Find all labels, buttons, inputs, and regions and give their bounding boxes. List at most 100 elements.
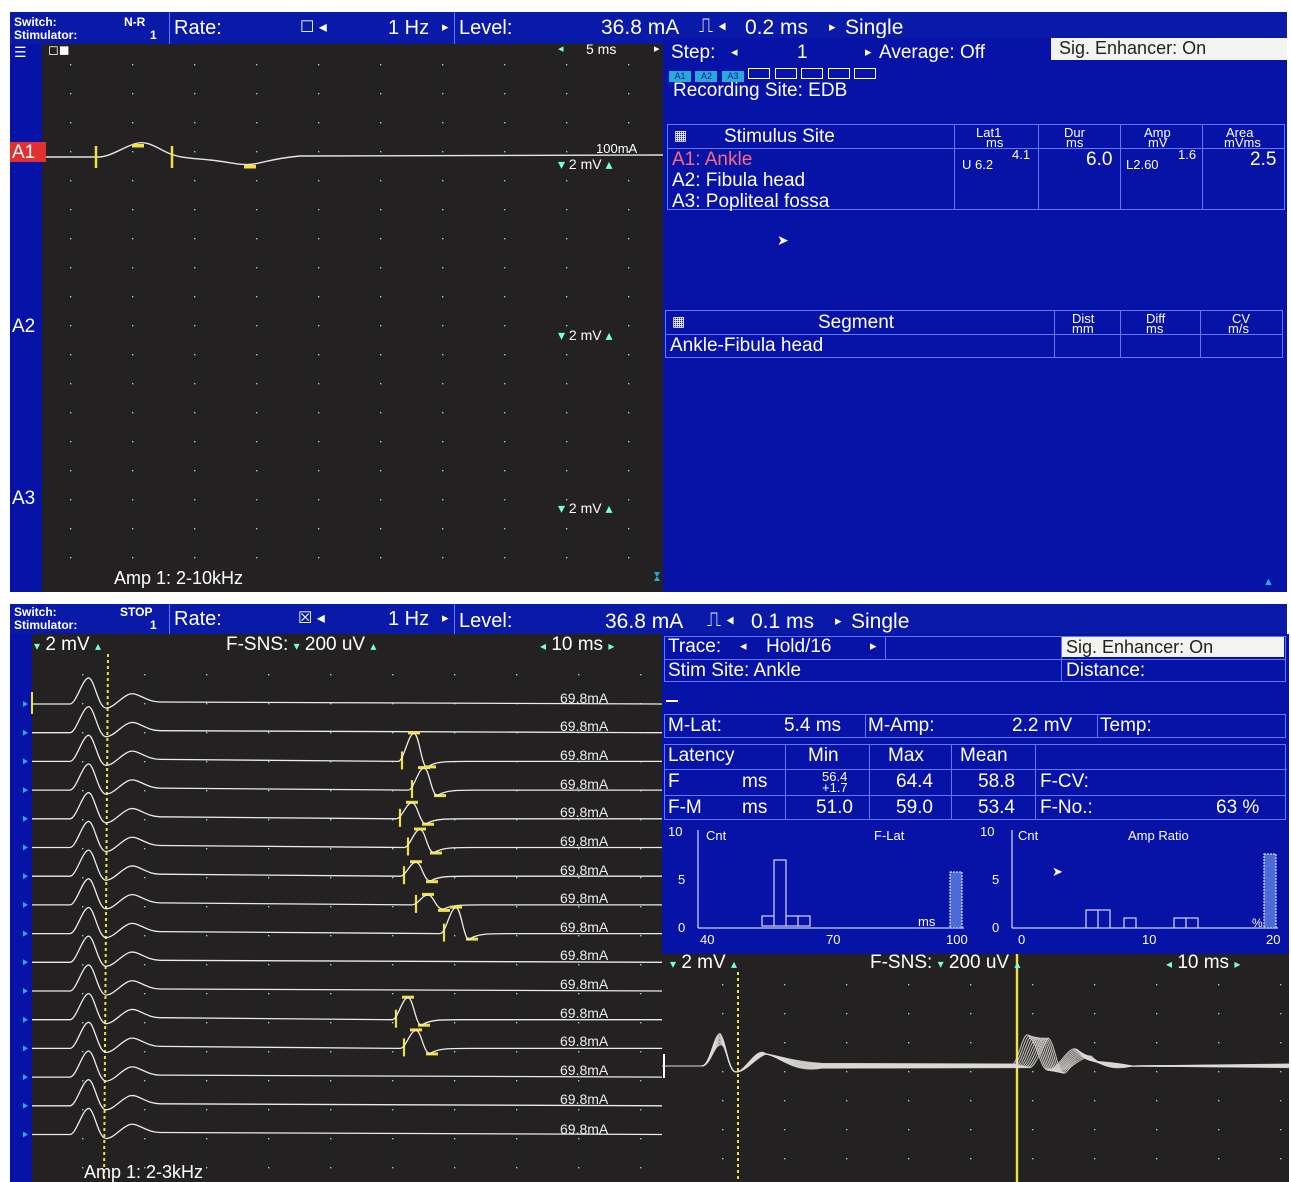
channel-label-a1[interactable]: A1: [10, 142, 46, 163]
sens-a2[interactable]: ▾ 2 mV ▴: [558, 327, 613, 344]
rate-checkbox-icon[interactable]: ☐ ◂: [300, 19, 327, 36]
sig-enhancer-button[interactable]: Sig. Enhancer: On: [1051, 38, 1287, 60]
grid-dot: [504, 383, 506, 385]
rate-control[interactable]: Rate: ☐ ◂ 1 Hz ▸: [170, 12, 455, 44]
grid-dot: [504, 528, 506, 530]
grid-dot: [442, 412, 444, 414]
layout-icon[interactable]: ◻◼: [48, 44, 70, 57]
lat-value: U 6.2: [962, 157, 994, 172]
tag-a3[interactable]: A3: [721, 71, 744, 82]
fsns-up-icon[interactable]: ▴: [370, 639, 377, 653]
step-right-arrow-icon[interactable]: ▸: [865, 44, 872, 59]
bottom-level-bar: Level: 36.8 mA ⎍ ◂ 0.1 ms ▸ Single: [455, 604, 1287, 634]
sens-a1[interactable]: ▾ 2 mV ▴: [558, 156, 613, 173]
timebase-left-arrow-icon[interactable]: ◂: [1166, 957, 1173, 971]
sens-down-icon[interactable]: ▾: [558, 500, 566, 516]
duration-right-arrow-icon[interactable]: ▸: [835, 613, 842, 628]
sens-a3[interactable]: ▾ 2 mV ▴: [558, 500, 613, 517]
average-status[interactable]: Average: Off: [879, 42, 985, 63]
grid-dot: [640, 1138, 642, 1140]
sens-up-icon[interactable]: ▴: [605, 327, 613, 343]
grid-dot: [132, 267, 134, 269]
sens-up-icon[interactable]: ▴: [605, 500, 613, 516]
pulse-icon[interactable]: ⎍ ◂: [699, 15, 727, 37]
scroll-up-icon[interactable]: ▲: [1263, 576, 1274, 588]
rate-control[interactable]: Rate: ☒ ◂ 1 Hz ▸: [170, 604, 455, 634]
grid-dot: [82, 906, 84, 908]
hist2-ylabel: Cnt: [1018, 828, 1039, 843]
sens-down-icon[interactable]: ▾: [558, 327, 566, 343]
fsns-down-icon[interactable]: ▾: [937, 957, 944, 971]
tag-empty[interactable]: [827, 68, 850, 79]
timebase-left-arrow-icon[interactable]: ◂: [558, 44, 564, 55]
step-left-arrow-icon[interactable]: ◂: [731, 44, 738, 59]
grid-dot: [1094, 1042, 1096, 1044]
channel-label-a2[interactable]: A2: [10, 316, 46, 338]
hist2-ytick-10: 10: [980, 824, 995, 839]
grid-dot: [628, 93, 630, 95]
grid-dot: [318, 122, 320, 124]
grid-dot: [392, 819, 394, 821]
f-wave-trace: [32, 706, 662, 738]
grid-dot: [256, 296, 258, 298]
sens-up-icon[interactable]: ▴: [730, 957, 737, 971]
grid-dot: [380, 151, 382, 153]
fsns-up-icon[interactable]: ▴: [1014, 957, 1021, 971]
row-a1-ankle[interactable]: A1: Ankle: [672, 149, 753, 170]
tag-a1[interactable]: A1: [669, 71, 691, 82]
channel-label-a3[interactable]: A3: [10, 488, 46, 510]
grid-dot: [1032, 984, 1034, 986]
timebase-right-arrow-icon[interactable]: ▸: [654, 44, 660, 55]
tag-empty[interactable]: [774, 68, 797, 79]
f-unit: ms: [742, 771, 768, 792]
grid-dot: [256, 238, 258, 240]
rate-right-arrow-icon[interactable]: ▸: [442, 610, 449, 625]
overlay-timebase[interactable]: ◂ 10 ms ▸: [1166, 954, 1240, 974]
sens-up-icon[interactable]: ▴: [605, 156, 613, 172]
histogram-area: [697, 830, 1278, 929]
timebase-left-arrow-icon[interactable]: ◂: [540, 639, 547, 653]
fsns-control[interactable]: F-SNS: ▾ 200 uV ▴: [226, 634, 376, 656]
tag-empty[interactable]: [854, 68, 877, 79]
tag-empty[interactable]: [801, 68, 824, 79]
row-a3-popliteal[interactable]: A3: Popliteal fossa: [672, 191, 830, 212]
trace-right-arrow-icon[interactable]: ▸: [870, 638, 877, 653]
grid-dot: [516, 935, 518, 937]
table-grid-icon[interactable]: ▦: [674, 127, 688, 143]
mode-value[interactable]: Single: [845, 16, 904, 39]
tag-a2[interactable]: A2: [695, 71, 718, 82]
sens-down-icon[interactable]: ▾: [34, 639, 41, 653]
overlay-sens[interactable]: ▾ 2 mV ▴: [670, 954, 737, 974]
pulse-icon[interactable]: ⎍ ◂: [707, 609, 735, 631]
segment-grid-icon[interactable]: ▦: [672, 313, 686, 329]
fsns-down-icon[interactable]: ▾: [293, 639, 300, 653]
overlay-fsns[interactable]: F-SNS: ▾ 200 uV ▴: [870, 954, 1020, 974]
sens-down-icon[interactable]: ▾: [558, 156, 566, 172]
col-cv: CV: [1232, 311, 1251, 326]
grid-dot: [392, 877, 394, 879]
sens-down-icon[interactable]: ▾: [670, 957, 677, 971]
hist1-xtick-100: 100: [946, 932, 968, 947]
menu-icon[interactable]: ☰: [14, 44, 27, 60]
rate-right-arrow-icon[interactable]: ▸: [442, 19, 449, 34]
grid-dot: [132, 557, 134, 559]
mode-value[interactable]: Single: [851, 610, 910, 633]
col-area-unit: mVms: [1224, 135, 1261, 150]
grid-dot: [784, 1042, 786, 1044]
sig-enhancer-button[interactable]: Sig. Enhancer: On: [1062, 637, 1284, 657]
grid-dot: [82, 674, 84, 676]
row-a2-fibula[interactable]: A2: Fibula head: [672, 170, 806, 191]
trace-left-arrow-icon[interactable]: ◂: [740, 638, 747, 653]
rate-checkbox-icon[interactable]: ☒ ◂: [298, 610, 325, 627]
sens-m[interactable]: ▾ 2 mV ▴: [34, 634, 101, 656]
tag-empty[interactable]: [748, 68, 771, 79]
timebase-control[interactable]: ◂ 10 ms ▸: [540, 634, 614, 656]
duration-right-arrow-icon[interactable]: ▸: [829, 19, 836, 34]
grid-dot: [268, 906, 270, 908]
grid-dot: [504, 122, 506, 124]
sens-up-icon[interactable]: ▴: [94, 639, 101, 653]
timebase-right-arrow-icon[interactable]: ▸: [608, 639, 615, 653]
segment-row-1[interactable]: Ankle-Fibula head: [670, 335, 824, 356]
grid-dot: [454, 1109, 456, 1111]
timebase-right-arrow-icon[interactable]: ▸: [1234, 957, 1241, 971]
